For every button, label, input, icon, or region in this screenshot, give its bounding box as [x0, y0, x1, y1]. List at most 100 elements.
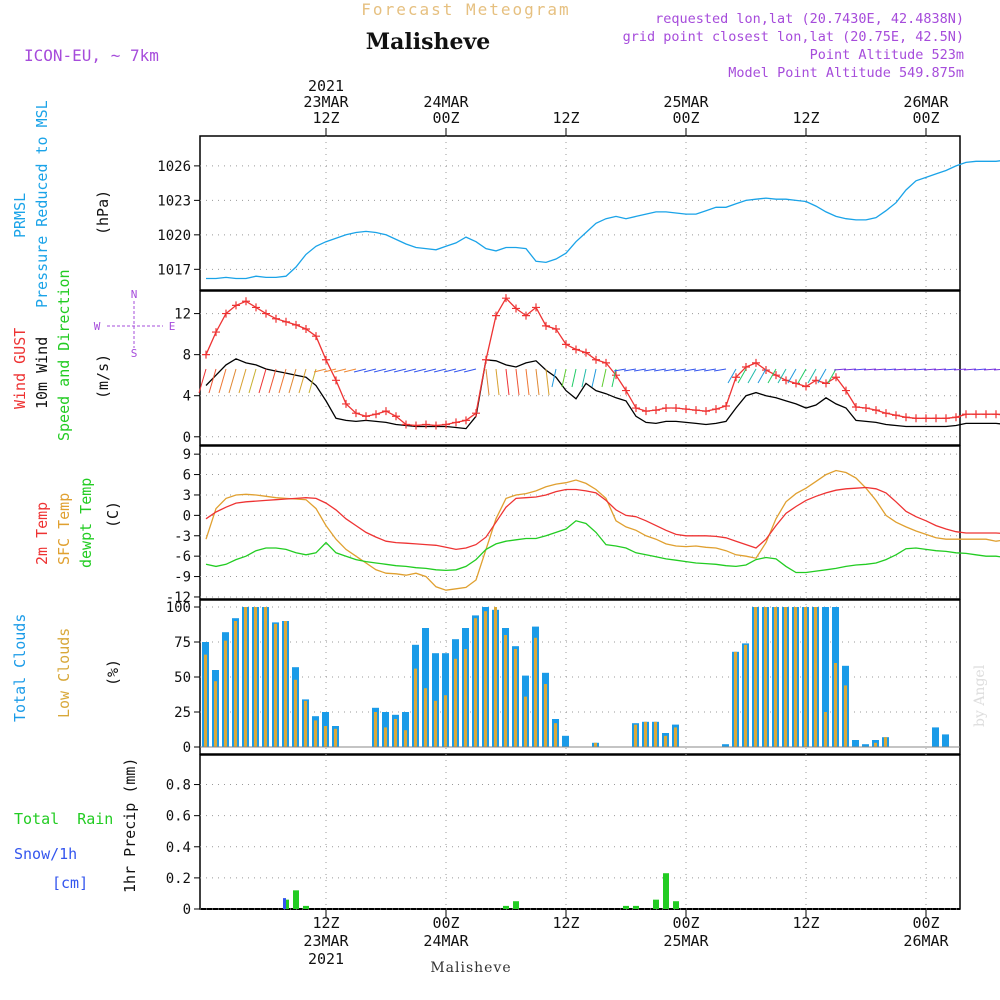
low-cloud-bar	[484, 611, 487, 747]
gust-marker	[732, 373, 740, 382]
top-time-label: 00Z	[912, 109, 939, 127]
credit-text: by Angel	[972, 664, 988, 727]
rain-bar	[673, 901, 679, 909]
snow-unit-label: [cm]	[52, 874, 88, 892]
wind-10m-label: 10m Wind	[33, 337, 51, 409]
snow-bar	[283, 898, 286, 909]
compass-s-label: S	[131, 347, 138, 360]
total-clouds-label: Total Clouds	[11, 614, 29, 722]
rain-bar	[303, 905, 309, 909]
top-time-label: 12Z	[552, 109, 579, 127]
top-time-label: 23MAR	[303, 93, 349, 111]
bottom-time-label: 24MAR	[423, 932, 469, 950]
gust-marker	[972, 410, 980, 419]
low-cloud-bar	[844, 685, 847, 747]
gust-marker	[842, 386, 850, 395]
low-cloud-bar	[744, 644, 747, 747]
wind-direction-arrow	[561, 368, 567, 388]
y-tick-label: 1023	[157, 193, 191, 209]
pressure-line	[206, 160, 1000, 280]
wind-direction-arrow	[863, 368, 877, 371]
grid-point-coords: grid point closest lon,lat (20.75E, 42.5…	[623, 29, 964, 45]
gust-marker	[702, 407, 710, 416]
wind-direction-arrow	[601, 368, 607, 388]
wind-direction-arrow	[893, 368, 907, 371]
total-cloud-bar	[402, 712, 409, 747]
wind-direction-arrow	[613, 368, 627, 372]
low-clouds-label: Low Clouds	[55, 628, 73, 718]
wind-direction-arrow	[298, 368, 307, 394]
wind-direction-arrow	[903, 368, 917, 371]
wind-direction-arrow	[777, 368, 787, 384]
low-cloud-bar	[634, 724, 637, 747]
wind-direction-arrow	[551, 368, 557, 388]
compass-w-label: W	[94, 320, 101, 333]
low-cloud-bar	[734, 651, 737, 747]
wind-direction-arrow	[611, 368, 617, 388]
low-cloud-bar	[444, 695, 447, 747]
gust-marker	[812, 376, 820, 385]
gust-marker	[752, 358, 760, 367]
dewpt-line	[205, 520, 1000, 574]
wind-direction-arrow	[883, 368, 897, 371]
gust-marker	[872, 406, 880, 415]
y-tick-label: 0.4	[166, 840, 191, 856]
wind-direction-arrow	[268, 368, 277, 394]
y-tick-label: -3	[174, 529, 191, 545]
location-title: Malisheve	[366, 29, 490, 55]
gust-marker	[302, 324, 310, 333]
rain-bar	[663, 873, 669, 909]
low-cloud-bar	[464, 649, 467, 747]
wind-direction-arrow	[323, 368, 337, 373]
low-cloud-bar	[594, 742, 597, 747]
low-cloud-bar	[874, 742, 877, 747]
bottom-time-label: 2021	[308, 950, 344, 968]
model-label: ICON-EU, ~ 7km	[24, 46, 159, 65]
y-tick-label: -6	[174, 549, 191, 565]
bottom-time-label: 26MAR	[903, 932, 949, 950]
footer-location: Malisheve	[430, 960, 511, 976]
gust-marker	[852, 403, 860, 412]
gust-marker	[452, 418, 460, 427]
bottom-time-label: 00Z	[672, 914, 699, 932]
wind-direction-arrow	[963, 368, 977, 371]
gust-marker	[352, 409, 360, 418]
low-cloud-bar	[554, 723, 557, 747]
low-cloud-bar	[314, 720, 317, 747]
gust-marker	[322, 355, 330, 364]
gust-marker	[552, 324, 560, 333]
gust-marker	[402, 420, 410, 429]
low-cloud-bar	[324, 726, 327, 747]
bottom-time-label: 12Z	[792, 914, 819, 932]
low-cloud-bar	[214, 681, 217, 747]
y-tick-label: 9	[183, 447, 191, 463]
wind-direction-arrow	[873, 368, 887, 371]
gust-marker	[222, 309, 230, 318]
wind-direction-arrow	[248, 368, 257, 394]
top-time-label: 12Z	[312, 109, 339, 127]
temp-2m-label: 2m Temp	[33, 502, 51, 565]
wind-direction-arrow	[747, 368, 757, 384]
wind-direction-arrow	[591, 368, 597, 388]
model-altitude: Model Point Altitude 549.875m	[728, 65, 964, 81]
gust-marker	[392, 412, 400, 421]
gust-marker	[982, 410, 990, 419]
wind-direction-arrow	[423, 368, 437, 373]
wind-direction-arrow	[433, 368, 447, 373]
y-tick-label: 0	[183, 902, 191, 918]
wind-direction-arrow	[383, 368, 397, 373]
gust-marker	[462, 416, 470, 425]
gust-marker	[722, 401, 730, 410]
low-cloud-bar	[514, 649, 517, 747]
low-cloud-bar	[434, 700, 437, 747]
gust-marker	[712, 405, 720, 414]
wind-direction-arrow	[923, 368, 937, 371]
gust-marker	[952, 413, 960, 422]
y-tick-label: 0	[183, 740, 191, 756]
low-cloud-bar	[384, 727, 387, 747]
gust-marker	[582, 348, 590, 357]
gust-marker	[622, 386, 630, 395]
low-cloud-bar	[404, 730, 407, 747]
gust-marker	[312, 332, 320, 341]
panel-frame	[199, 135, 961, 291]
